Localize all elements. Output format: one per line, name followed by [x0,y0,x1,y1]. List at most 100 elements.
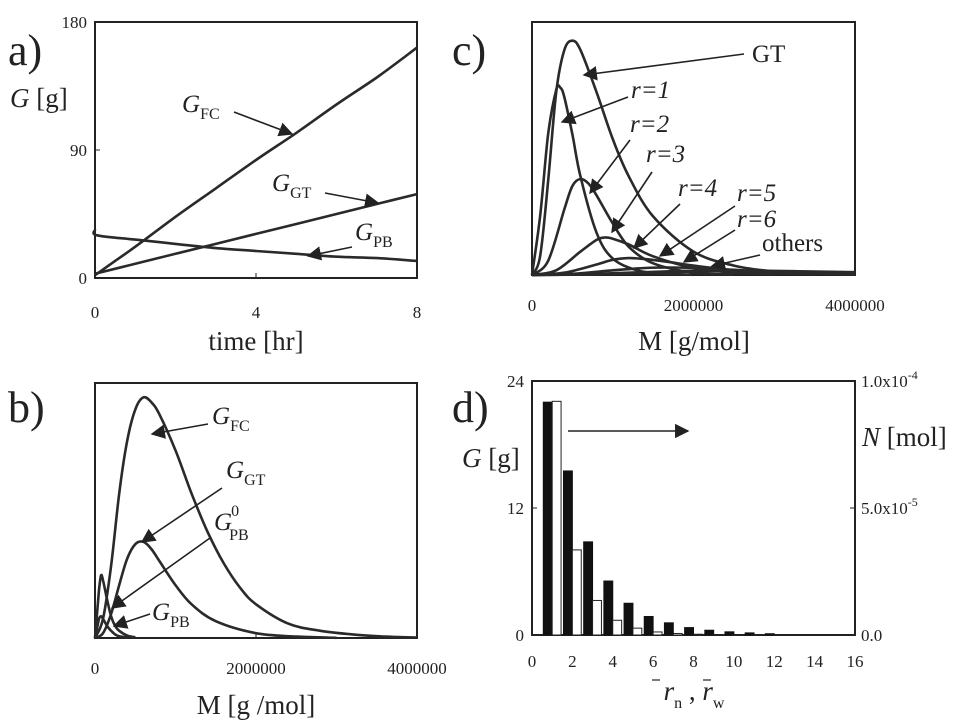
annot-c-gt-arrow [582,53,745,81]
a-series-2 [92,229,418,263]
panel-b: b) M [g /mol] 0 2000000 4000000 GFC GGT G0… [8,382,447,720]
panel-a-label: a) [8,26,42,75]
d-xtick-5: 10 [725,652,742,671]
c-xtick-0: 0 [528,296,537,315]
b-xtick-0: 0 [91,659,100,678]
annot-a-gfc-arrow [233,111,294,137]
c-xtick-2: 4000000 [825,296,885,315]
panel-d-xlabel: rn , rw [664,676,725,712]
a-xtick-1: 4 [252,303,261,322]
annot-a-ggt: GGT [272,170,312,202]
annot-c-r5: r=5 [737,180,776,207]
panel-b-curves [93,395,418,640]
annot-c-r2: r=2 [630,111,669,138]
d-ytick-0: 0 [516,626,525,645]
bar-g-12 [764,633,775,636]
bar-n-5 [632,627,643,636]
d-xtick-0: 0 [528,652,537,671]
annot-b-gpb-arrow [112,613,151,629]
annot-c-r3: r=3 [646,141,685,168]
panel-a-xlabel: time [hr] [208,326,303,356]
c-xtick-1: 2000000 [664,296,724,315]
d-y2tick-2: 1.0x10-4 [861,368,918,391]
annot-c-r1: r=1 [631,77,670,104]
annot-c-r5-arrow [658,205,736,257]
a-series-0 [94,46,418,277]
annot-c-r2-arrow [589,139,631,195]
a-ytick-0: 0 [79,269,88,288]
b-series-0 [93,395,418,639]
bar-g-9 [704,629,715,636]
b-series-2 [93,573,136,639]
bar-g-1 [542,401,553,636]
panel-c: c) M [g/mol] 0 2000000 4000000 GT r=1 r=2 … [452,21,885,356]
b-series-3 [93,614,128,639]
annot-b-ggt-arrow [140,487,223,543]
annot-a-gfc: GFC [182,91,220,123]
c-series-1 [530,84,694,277]
d-xtick-2: 4 [609,652,618,671]
d-xtick-1: 2 [568,652,577,671]
annot-c-gt: GT [752,41,785,68]
annot-a-ggt-arrow [324,192,380,208]
annot-a-gpb-arrow [306,246,353,261]
annot-b-gpb: GPB [152,599,190,631]
annot-b-gfc-arrow [150,423,209,439]
b-xtick-2: 4000000 [387,659,447,678]
panel-c-xlabel: M [g/mol] [638,326,750,356]
d-xtick-7: 14 [806,652,824,671]
bar-g-5 [623,602,634,636]
annot-c-r6-arrow [682,229,736,263]
bar-g-6 [643,615,654,636]
d-y2tick-0: 0.0 [861,626,882,645]
b-xtick-1: 2000000 [226,659,286,678]
bar-n-3 [592,599,602,636]
bar-g-7 [663,622,674,636]
panel-a-ticks: 0 4 8 0 90 180 [62,13,422,322]
annot-b-ggt: GGT [226,457,266,489]
bar-n-2 [571,549,582,636]
bar-n-4 [612,619,623,636]
c-series-7 [531,269,856,277]
panel-b-label: b) [8,383,45,432]
panel-b-ticks: 0 2000000 4000000 [91,633,447,678]
bar-n-8 [693,633,703,636]
b-series-1 [94,540,337,640]
bar-g-3 [583,541,594,636]
a-ytick-2: 180 [62,13,88,32]
panel-c-label: c) [452,26,486,75]
panel-d-bars [542,400,784,636]
annot-a-gpb: GPB [355,219,393,251]
annot-b-gpb0: G0 PB [214,503,249,544]
annot-c-r1-arrow [560,96,629,125]
bar-n-6 [652,631,663,636]
d-xtick-3: 6 [649,652,658,671]
panel-d-label: d) [452,383,489,432]
annot-b-gfc: GFC [212,403,250,435]
panel-a-ylabel: G [g] [10,83,68,113]
bar-g-10 [724,631,735,636]
panel-a: a) G [g] time [hr] 0 4 8 0 90 180 GFC GGT GPB [8,13,421,356]
bar-g-11 [744,632,755,636]
a-xtick-2: 8 [413,303,422,322]
bar-g-4 [603,580,614,636]
d-xtick-4: 8 [689,652,698,671]
bar-g-8 [684,627,694,636]
d-y2tick-1: 5.0x10-5 [861,495,918,518]
annot-c-others-arrow [710,254,761,271]
d-ytick-2: 24 [507,372,525,391]
annot-c-r3-arrow [611,171,653,234]
bar-g-2 [562,470,573,636]
panel-c-ticks: 0 2000000 4000000 [528,270,885,315]
panel-b-frame [94,382,418,639]
panel-d-ylabel: G [g] [462,443,520,473]
panel-d-y2label: N [mol] [861,422,947,452]
a-ytick-1: 90 [70,141,87,160]
annot-b-gpb0-arrow [110,537,211,609]
d-xtick-8: 16 [847,652,864,671]
annot-c-r6: r=6 [737,206,777,233]
a-xtick-0: 0 [91,303,100,322]
d-xtick-6: 12 [766,652,783,671]
